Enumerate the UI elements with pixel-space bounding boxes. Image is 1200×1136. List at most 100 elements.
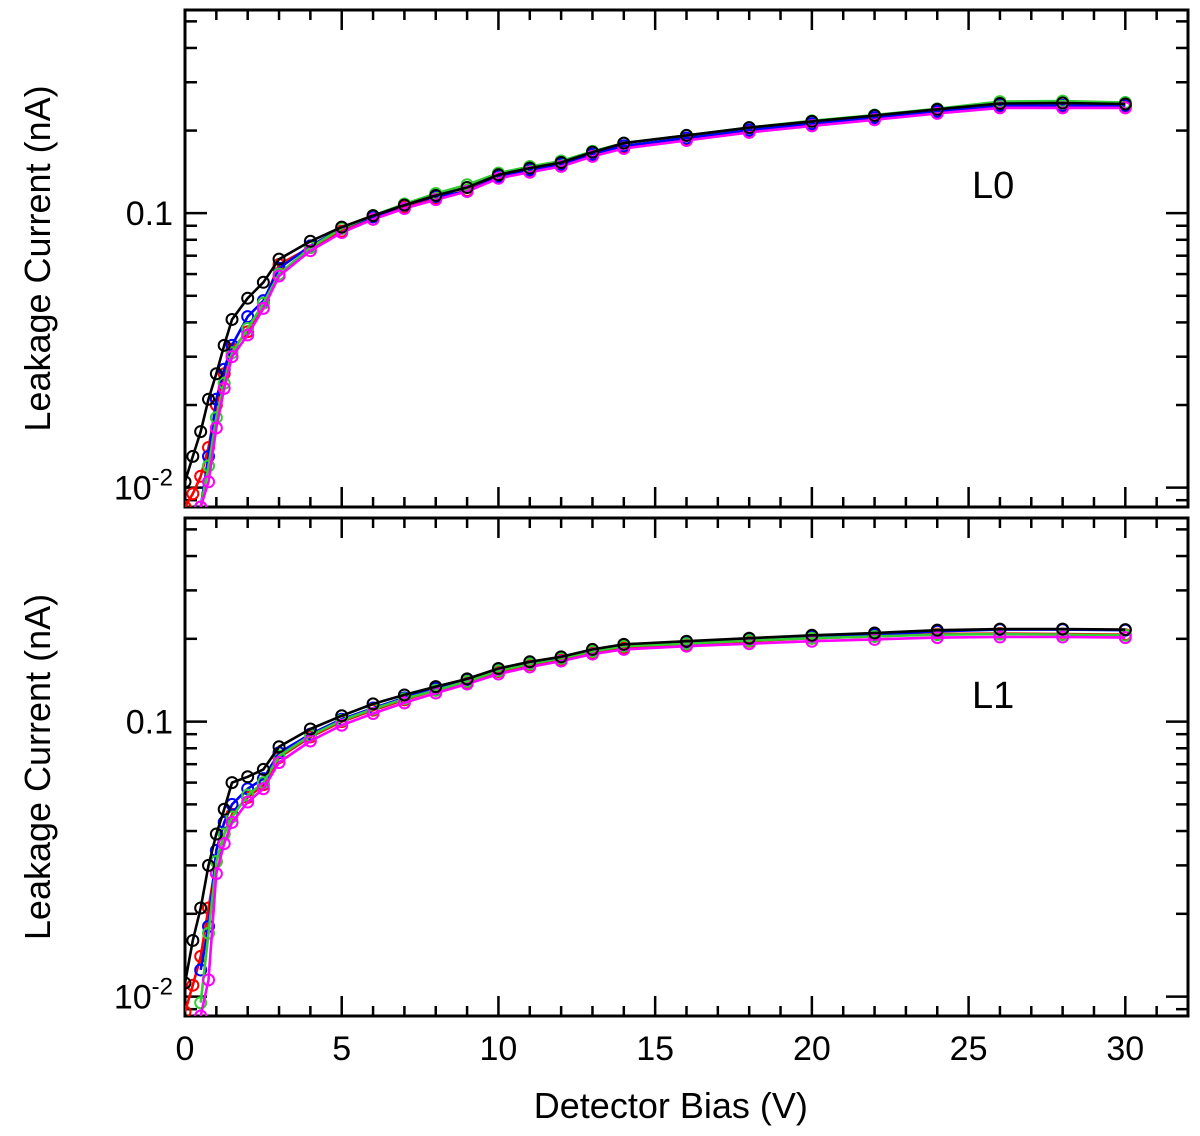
data-point xyxy=(1118,623,1132,637)
data-point xyxy=(680,634,693,648)
data-point xyxy=(617,637,631,651)
data-point xyxy=(241,291,255,305)
data-point xyxy=(523,161,537,175)
data-point xyxy=(241,770,255,784)
data-point xyxy=(217,837,231,851)
data-point xyxy=(186,487,200,501)
data-point xyxy=(185,976,192,990)
data-point xyxy=(554,650,568,664)
data-point xyxy=(585,642,599,656)
data-point xyxy=(186,978,200,992)
data-point xyxy=(460,181,474,195)
data-point xyxy=(303,734,317,748)
y-tick-label: 0.1 xyxy=(126,704,173,742)
panel-l1: 10-2 0.1 Leakage Current (nA) L1 0 5 10 15 20 25 3… xyxy=(17,516,1190,1126)
data-point xyxy=(194,425,208,439)
data-point xyxy=(185,1005,192,1016)
data-point xyxy=(272,740,286,754)
data-point xyxy=(256,762,270,776)
data-point xyxy=(868,108,882,122)
data-point xyxy=(272,755,286,769)
data-point xyxy=(930,102,944,116)
data-point xyxy=(202,475,216,489)
data-point xyxy=(491,661,505,675)
data-point xyxy=(225,312,239,326)
data-point xyxy=(523,165,537,179)
plot-frame xyxy=(183,8,1190,509)
panel-label: L0 xyxy=(972,165,1014,207)
x-axis-title: Detector Bias (V) xyxy=(534,1085,808,1126)
data-point xyxy=(397,688,411,702)
data-point xyxy=(460,184,474,198)
series-line xyxy=(199,99,1126,507)
y-tick-label: 10-2 xyxy=(114,974,173,1017)
x-tick-label: 30 xyxy=(1106,1030,1144,1068)
data-point xyxy=(194,963,208,977)
data-point xyxy=(742,121,756,135)
data-point xyxy=(225,350,239,364)
data-point xyxy=(930,623,944,637)
data-point xyxy=(217,381,231,395)
data-point xyxy=(366,209,380,223)
data-point xyxy=(186,449,200,463)
x-tick-label: 0 xyxy=(176,1030,195,1068)
data-point xyxy=(185,475,192,489)
data-point xyxy=(366,707,380,721)
data-point xyxy=(225,776,239,790)
data-point xyxy=(256,275,270,289)
data-point xyxy=(930,631,944,645)
data-point xyxy=(256,301,270,315)
data-point xyxy=(1056,96,1070,110)
data-point xyxy=(202,973,216,987)
data-point xyxy=(335,709,349,723)
data-point xyxy=(194,1009,208,1016)
x-tick-label: 15 xyxy=(636,1030,674,1068)
data-point xyxy=(397,692,411,706)
data-point xyxy=(202,926,216,940)
data-point xyxy=(225,815,239,829)
data-point xyxy=(241,328,255,342)
data-point xyxy=(1118,97,1132,111)
data-point xyxy=(202,459,216,473)
plot-frame xyxy=(183,516,1190,1018)
data-point xyxy=(429,680,443,694)
data-point xyxy=(217,827,231,841)
data-point xyxy=(194,500,208,507)
data-point xyxy=(805,628,819,642)
data-point xyxy=(303,234,317,248)
series-2 xyxy=(194,98,1132,507)
data-point xyxy=(460,672,474,686)
y-tick-label: 10-2 xyxy=(114,465,173,508)
data-point xyxy=(993,630,1007,644)
series-3 xyxy=(194,94,1132,507)
data-point xyxy=(554,155,568,169)
series-line xyxy=(185,101,1126,483)
data-point xyxy=(241,795,255,809)
y-axis-title: Leakage Current (nA) xyxy=(17,594,58,940)
data-point xyxy=(617,136,631,150)
data-point xyxy=(805,114,819,128)
data-point xyxy=(202,392,216,406)
series-line xyxy=(199,632,1126,1003)
series-1 xyxy=(185,99,1132,507)
data-point xyxy=(303,244,317,258)
series-line xyxy=(185,627,1126,984)
x-tick-label: 5 xyxy=(332,1030,351,1068)
data-point xyxy=(335,220,349,234)
data-point xyxy=(554,159,568,173)
data-point xyxy=(303,722,317,736)
data-point xyxy=(366,212,380,226)
data-point xyxy=(868,626,882,640)
data-point xyxy=(523,655,537,669)
series-4 xyxy=(194,101,1132,507)
series-line xyxy=(199,106,1126,507)
y-axis-title: Leakage Current (nA) xyxy=(17,85,58,431)
data-point xyxy=(209,367,223,381)
data-point xyxy=(272,252,286,266)
data-point xyxy=(585,145,599,159)
data-point xyxy=(993,96,1007,110)
x-tick-label: 20 xyxy=(793,1030,831,1068)
data-point xyxy=(1056,622,1070,636)
data-point xyxy=(217,802,231,816)
